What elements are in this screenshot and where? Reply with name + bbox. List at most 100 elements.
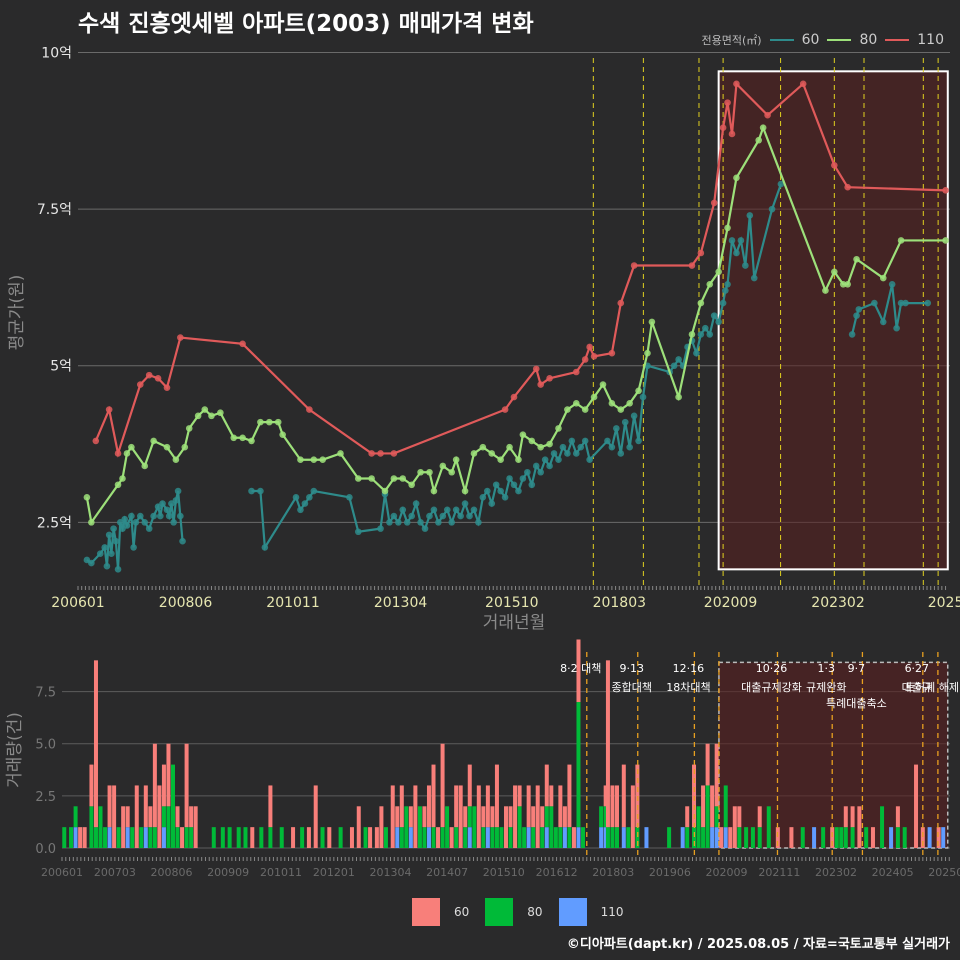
x-tick-label: 202009 bbox=[704, 595, 757, 611]
data-point-80 bbox=[163, 443, 171, 451]
x-tick-label: 201011 bbox=[266, 595, 319, 611]
data-point-60 bbox=[724, 281, 731, 288]
event-label: 6·27 bbox=[905, 662, 930, 675]
data-point-80 bbox=[201, 406, 209, 413]
data-point-60 bbox=[768, 205, 776, 213]
bar-segment-60 bbox=[121, 806, 126, 848]
y-axis-title: 평균가(원) bbox=[7, 275, 27, 351]
data-point-80 bbox=[546, 440, 553, 448]
bar-segment-80 bbox=[189, 827, 194, 848]
bar-segment-80 bbox=[166, 806, 171, 848]
data-point-60 bbox=[719, 299, 727, 307]
data-point-110 bbox=[608, 349, 616, 357]
data-point-60 bbox=[96, 550, 104, 557]
bar-segment-60 bbox=[714, 743, 719, 807]
data-point-80 bbox=[831, 268, 838, 276]
bar-segment-80 bbox=[714, 806, 719, 828]
data-point-110 bbox=[942, 187, 949, 194]
data-point-60 bbox=[179, 537, 186, 545]
bar-segment-60 bbox=[789, 827, 794, 848]
x-tick-label: 201510 bbox=[485, 595, 538, 611]
data-point-110 bbox=[710, 199, 718, 207]
bar-y-tick-label: 2.5 bbox=[35, 790, 56, 805]
bar-x-tick-label: 202405 bbox=[872, 866, 914, 879]
data-point-80 bbox=[461, 487, 469, 495]
bar-x-tick-label: 201201 bbox=[313, 866, 355, 879]
legend-item-80: 80 bbox=[827, 32, 877, 48]
data-point-110 bbox=[163, 384, 171, 391]
bottom-legend-item-80: 80 bbox=[485, 898, 543, 926]
data-point-60 bbox=[497, 487, 504, 495]
data-point-80 bbox=[581, 406, 589, 413]
data-point-60 bbox=[733, 249, 740, 257]
bar-segment-60 bbox=[250, 827, 255, 848]
bar-segment-80 bbox=[481, 827, 486, 848]
data-point-80 bbox=[230, 434, 238, 442]
data-point-60 bbox=[581, 437, 589, 445]
data-point-60 bbox=[421, 525, 429, 532]
data-point-80 bbox=[452, 456, 460, 464]
data-point-110 bbox=[390, 450, 398, 457]
bar-segment-60 bbox=[374, 827, 379, 848]
data-point-60 bbox=[608, 443, 616, 451]
data-point-80 bbox=[114, 481, 122, 489]
bar-segment-80 bbox=[895, 827, 900, 848]
bar-segment-60 bbox=[895, 806, 900, 828]
data-point-60 bbox=[301, 500, 309, 507]
data-point-60 bbox=[141, 519, 149, 526]
data-point-60 bbox=[408, 512, 415, 520]
bar-x-tick-label: 202302 bbox=[815, 866, 857, 879]
data-point-110 bbox=[177, 334, 184, 341]
data-point-60 bbox=[702, 324, 709, 332]
bar-segment-60 bbox=[454, 785, 459, 828]
x-axis-title: 거래년월 bbox=[483, 613, 546, 633]
data-point-60 bbox=[103, 562, 111, 570]
data-point-80 bbox=[257, 418, 264, 426]
bar-segment-60 bbox=[268, 785, 273, 828]
bar-segment-80 bbox=[445, 806, 450, 848]
data-point-80 bbox=[942, 237, 949, 244]
bar-segment-80 bbox=[499, 827, 504, 848]
data-point-80 bbox=[497, 456, 504, 464]
bar-segment-80 bbox=[737, 827, 742, 848]
data-point-110 bbox=[630, 262, 638, 269]
bar-segment-60 bbox=[93, 660, 98, 828]
data-point-80 bbox=[519, 431, 527, 438]
bar-segment-60 bbox=[567, 764, 572, 828]
bar-segment-60 bbox=[112, 785, 117, 848]
event-label: 9·7 bbox=[848, 662, 866, 675]
bar-segment-60 bbox=[148, 806, 153, 828]
data-point-60 bbox=[488, 500, 496, 507]
data-point-60 bbox=[604, 437, 611, 445]
data-point-60 bbox=[670, 362, 678, 370]
data-point-60 bbox=[399, 506, 407, 514]
data-point-80 bbox=[426, 468, 433, 476]
bar-segment-80 bbox=[839, 827, 844, 848]
bar-segment-60 bbox=[526, 785, 531, 828]
bar-x-tick-label: 201612 bbox=[536, 866, 578, 879]
data-point-80 bbox=[644, 349, 651, 357]
bar-y-tick-label: 5.0 bbox=[35, 738, 56, 753]
bar-segment-60 bbox=[603, 785, 608, 807]
bar-segment-60 bbox=[161, 764, 166, 807]
data-point-60 bbox=[310, 487, 318, 495]
bar-segment-80 bbox=[723, 785, 728, 828]
data-point-60 bbox=[871, 299, 878, 307]
data-point-80 bbox=[181, 443, 189, 451]
data-point-110 bbox=[688, 262, 696, 269]
data-point-60 bbox=[248, 487, 255, 495]
data-point-60 bbox=[924, 299, 932, 307]
data-point-80 bbox=[724, 224, 731, 232]
bar-segment-110 bbox=[889, 827, 894, 848]
data-point-60 bbox=[261, 544, 269, 551]
data-point-60 bbox=[572, 450, 580, 457]
bar-segment-80 bbox=[98, 806, 103, 848]
data-point-80 bbox=[279, 431, 286, 438]
bar-segment-80 bbox=[757, 827, 762, 848]
data-point-80 bbox=[733, 174, 740, 182]
event-sublabel: 종합대책 bbox=[612, 681, 652, 694]
data-point-60 bbox=[306, 493, 313, 501]
bar-segment-60 bbox=[481, 806, 486, 828]
bar-segment-80 bbox=[472, 806, 477, 848]
bar-segment-80 bbox=[750, 827, 755, 848]
